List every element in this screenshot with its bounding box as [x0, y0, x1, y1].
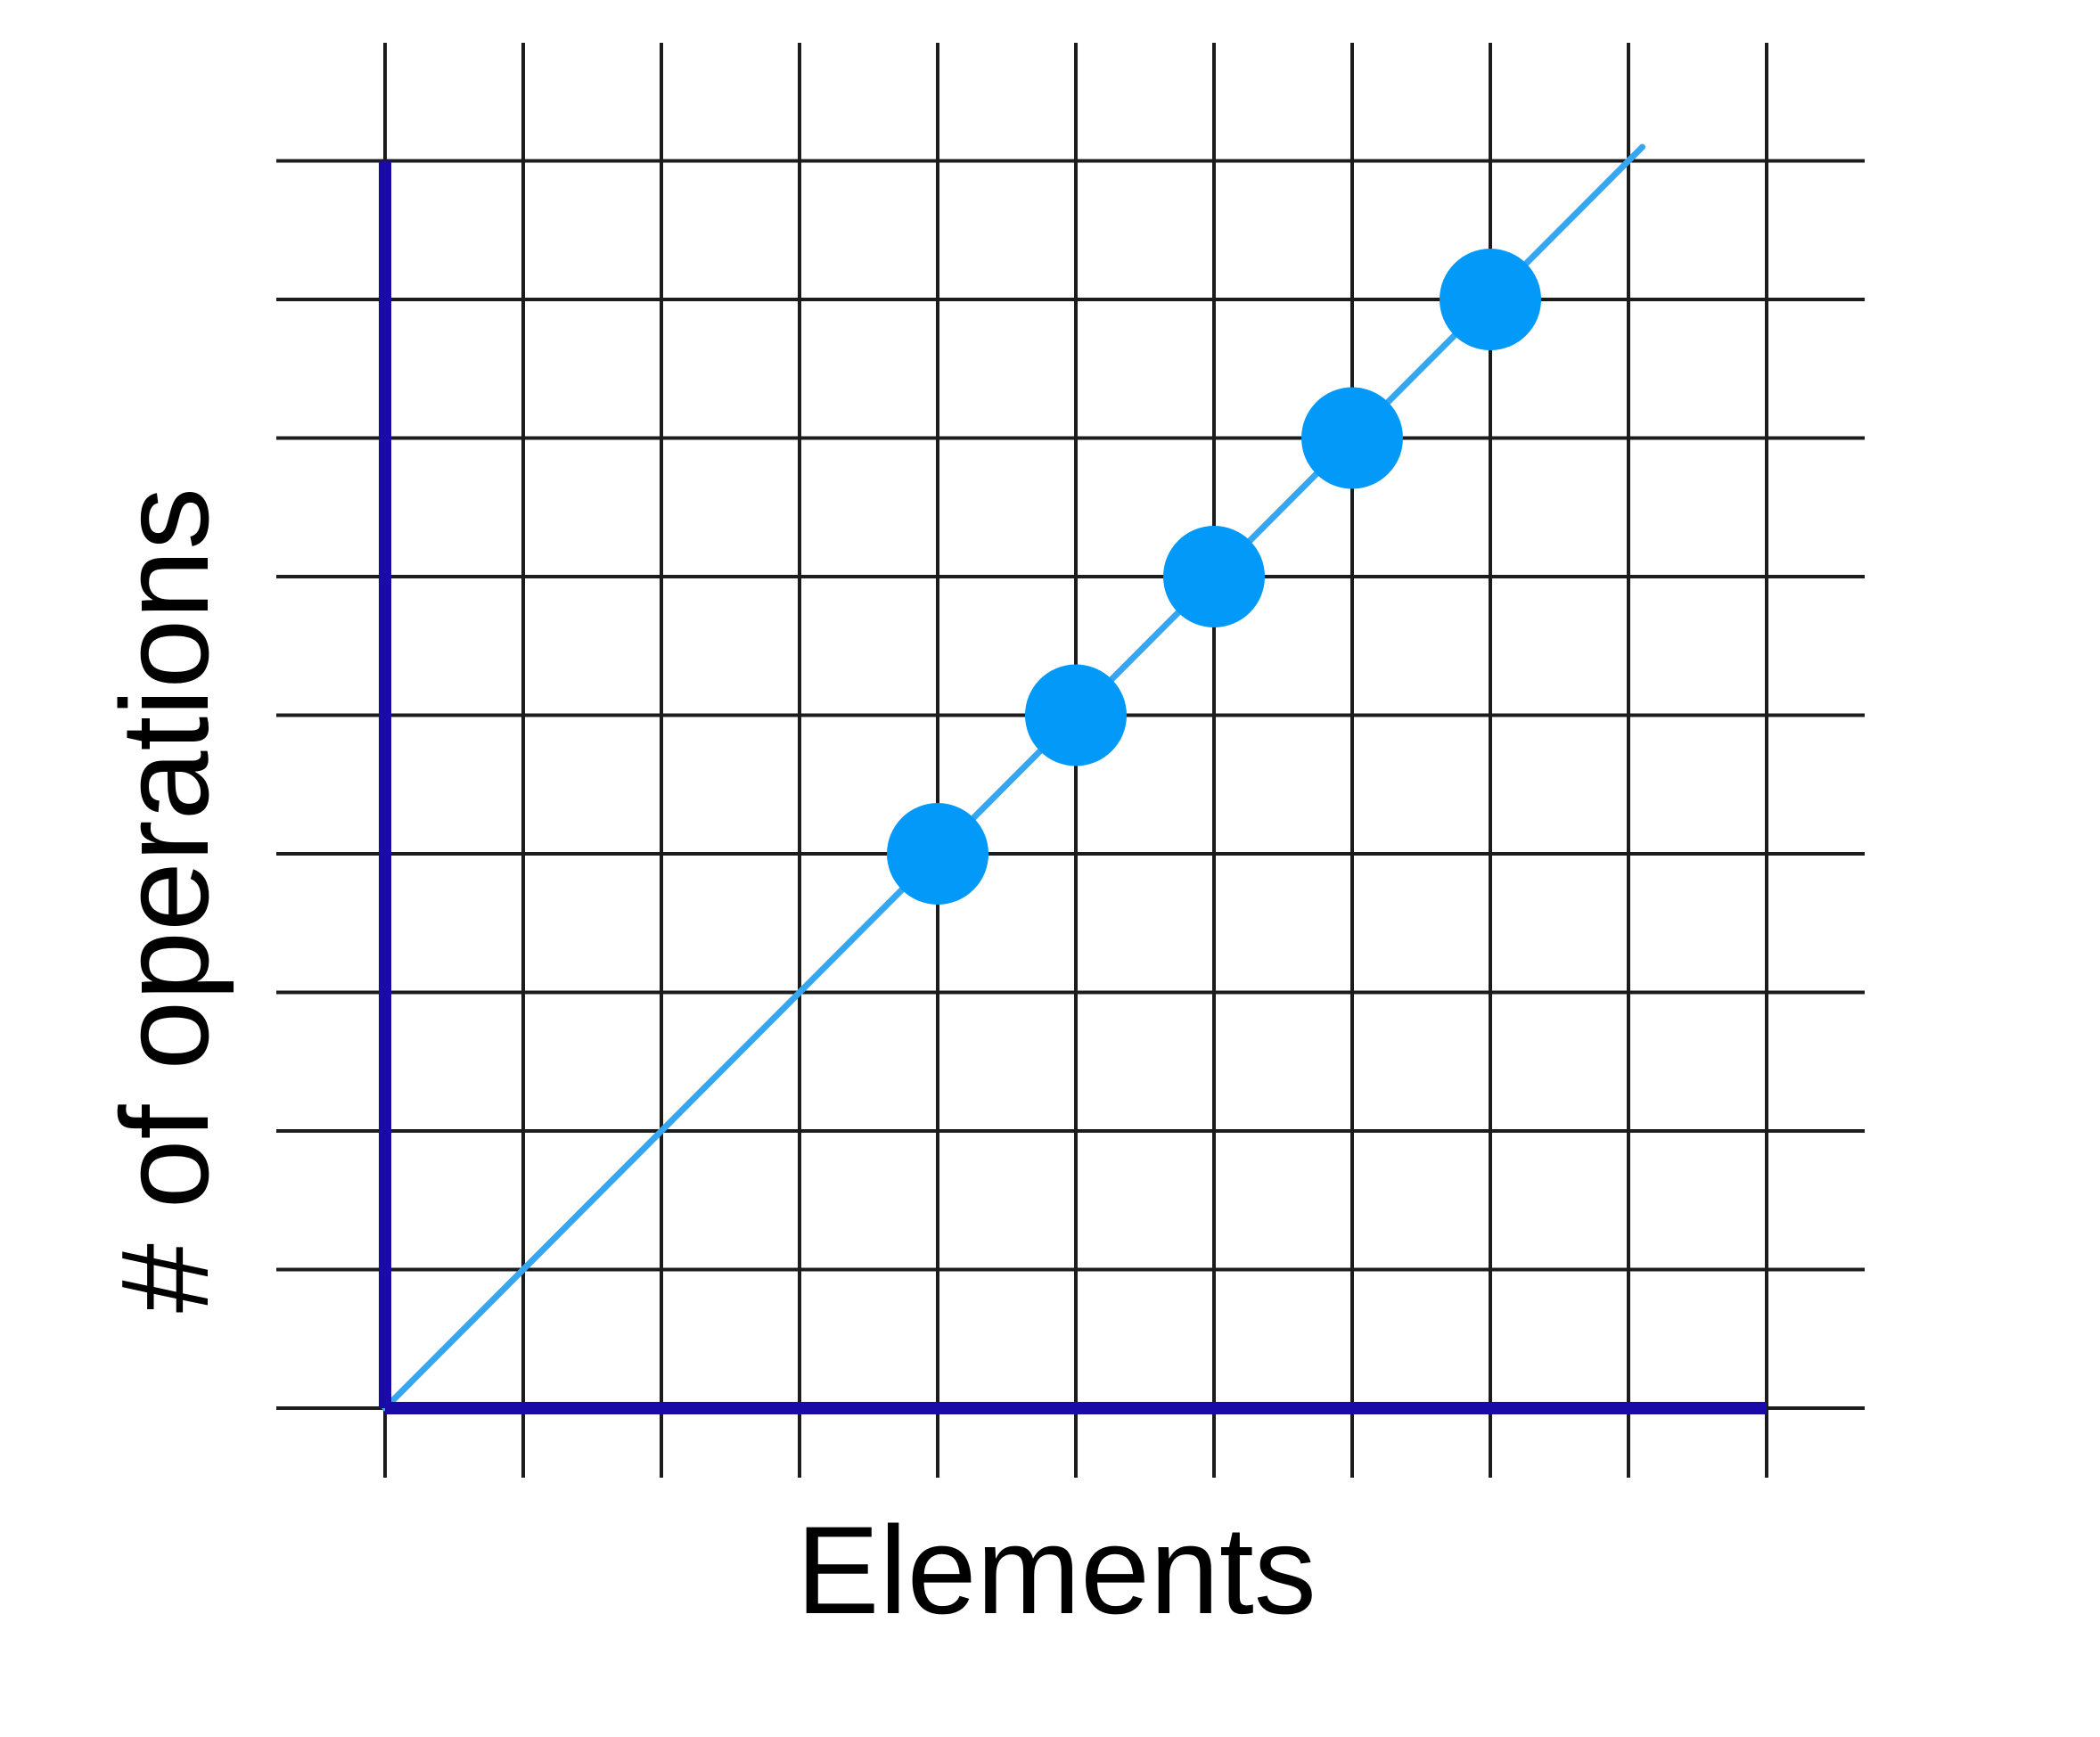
data-point: [1440, 249, 1541, 350]
data-point: [1025, 665, 1127, 766]
data-point: [1163, 526, 1265, 627]
data-point: [887, 803, 988, 905]
trend-line-group: [385, 147, 1643, 1408]
x-axis-label: Elements: [796, 1500, 1317, 1640]
data-point: [1301, 388, 1403, 489]
y-axis-label: # of operations: [94, 488, 234, 1313]
trend-line: [385, 147, 1643, 1408]
